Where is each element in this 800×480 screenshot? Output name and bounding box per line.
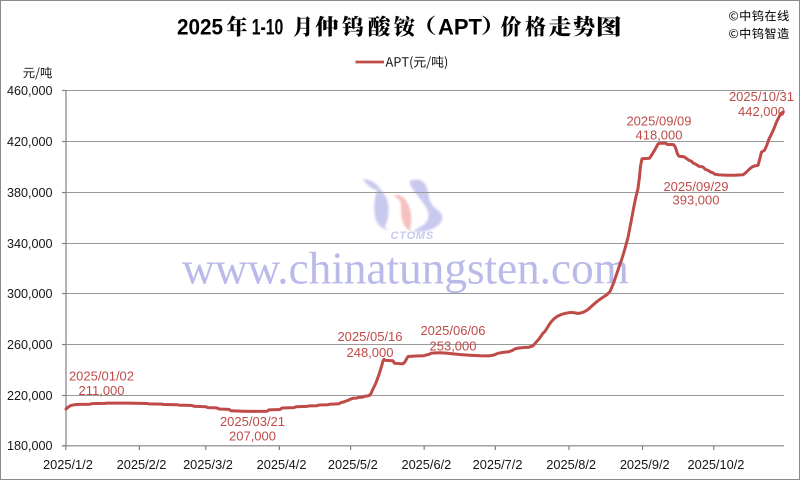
- svg-text:2025/01/02: 2025/01/02: [69, 368, 134, 383]
- svg-text:APT: APT: [438, 15, 482, 40]
- svg-text:220,000: 220,000: [7, 389, 53, 403]
- svg-text:CTOMS: CTOMS: [391, 230, 435, 242]
- svg-text:2025/8/2: 2025/8/2: [546, 457, 596, 472]
- svg-text:380,000: 380,000: [7, 186, 53, 200]
- svg-text:2025/1/2: 2025/1/2: [43, 457, 93, 472]
- svg-text:2025/03/21: 2025/03/21: [220, 414, 285, 429]
- svg-text:2025/6/2: 2025/6/2: [401, 457, 451, 472]
- svg-text:2025/09/09: 2025/09/09: [626, 114, 691, 129]
- svg-text:211,000: 211,000: [78, 383, 124, 398]
- svg-text:260,000: 260,000: [7, 338, 53, 352]
- svg-text:2025/05/16: 2025/05/16: [337, 329, 402, 344]
- svg-text:300,000: 300,000: [7, 287, 53, 301]
- svg-text:1-10: 1-10: [252, 15, 284, 40]
- svg-text:2025/09/29: 2025/09/29: [663, 179, 728, 194]
- svg-text:442,000: 442,000: [738, 104, 785, 119]
- svg-text:2025/06/06: 2025/06/06: [420, 323, 485, 338]
- svg-text:2025/9/2: 2025/9/2: [620, 457, 670, 472]
- svg-text:2025/2/2: 2025/2/2: [117, 457, 167, 472]
- svg-text:2025/10/2: 2025/10/2: [687, 457, 744, 472]
- svg-text:393,000: 393,000: [673, 192, 720, 207]
- svg-text:2025/5/2: 2025/5/2: [328, 457, 378, 472]
- svg-text:2025/10/31: 2025/10/31: [729, 89, 794, 104]
- svg-text:340,000: 340,000: [7, 237, 53, 251]
- svg-text:2025: 2025: [177, 15, 223, 40]
- svg-text:2025/7/2: 2025/7/2: [473, 457, 523, 472]
- svg-text:420,000: 420,000: [7, 135, 53, 149]
- svg-text:www.chinatungsten.com: www.chinatungsten.com: [182, 243, 629, 294]
- svg-text:253,000: 253,000: [430, 338, 477, 353]
- svg-text:207,000: 207,000: [229, 428, 276, 443]
- svg-text:2025/4/2: 2025/4/2: [257, 457, 307, 472]
- svg-text:180,000: 180,000: [7, 439, 53, 453]
- svg-text:418,000: 418,000: [636, 127, 683, 142]
- svg-text:2025/3/2: 2025/3/2: [183, 457, 233, 472]
- svg-text:248,000: 248,000: [347, 345, 394, 360]
- svg-text:460,000: 460,000: [7, 84, 53, 98]
